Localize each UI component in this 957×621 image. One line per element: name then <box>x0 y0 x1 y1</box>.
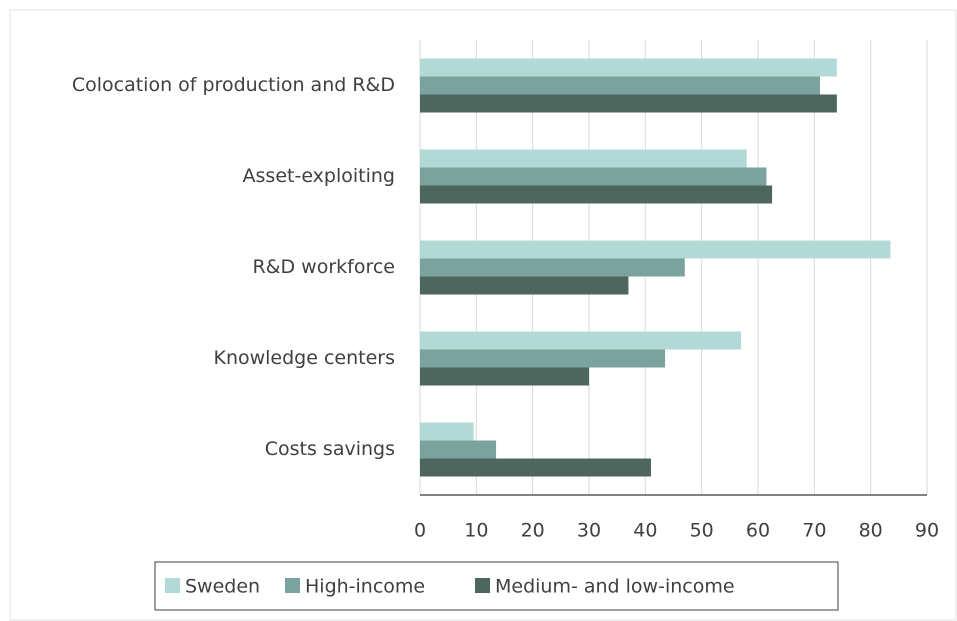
x-tick-label: 20 <box>521 520 545 542</box>
x-tick-label: 70 <box>802 520 826 542</box>
bar <box>420 58 837 77</box>
bar <box>420 440 497 459</box>
y-tick-label: Asset-exploiting <box>243 165 395 187</box>
bar <box>420 331 742 350</box>
bar <box>420 76 820 95</box>
x-tick-label: 10 <box>464 520 488 542</box>
x-tick-label: 90 <box>915 520 939 542</box>
legend-swatch <box>165 578 180 593</box>
x-tick-label: 50 <box>690 520 714 542</box>
bar <box>420 258 685 277</box>
bar <box>420 149 747 168</box>
bar <box>420 458 651 477</box>
bar <box>420 349 666 368</box>
x-tick-label: 40 <box>633 520 657 542</box>
x-tick-label: 60 <box>746 520 770 542</box>
chart-border <box>9 9 957 621</box>
bar <box>420 167 767 186</box>
y-tick-label: Colocation of production and R&D <box>72 74 395 96</box>
x-tick-label: 80 <box>859 520 883 542</box>
bar <box>420 367 589 386</box>
y-tick-label: Costs savings <box>265 438 395 460</box>
bar <box>420 276 629 295</box>
bar <box>420 185 773 204</box>
legend-swatch <box>475 578 490 593</box>
bar <box>420 422 474 441</box>
legend-swatch <box>285 578 300 593</box>
bar <box>420 94 837 113</box>
x-tick-label: 30 <box>577 520 601 542</box>
x-tick-label: 0 <box>414 520 426 542</box>
legend-label: Sweden <box>185 576 260 598</box>
y-tick-label: R&D workforce <box>252 256 395 278</box>
y-tick-label: Knowledge centers <box>213 347 395 369</box>
bar <box>420 240 891 259</box>
legend-box <box>154 561 839 611</box>
legend-label: High-income <box>305 576 425 598</box>
legend-label: Medium- and low-income <box>495 576 735 598</box>
